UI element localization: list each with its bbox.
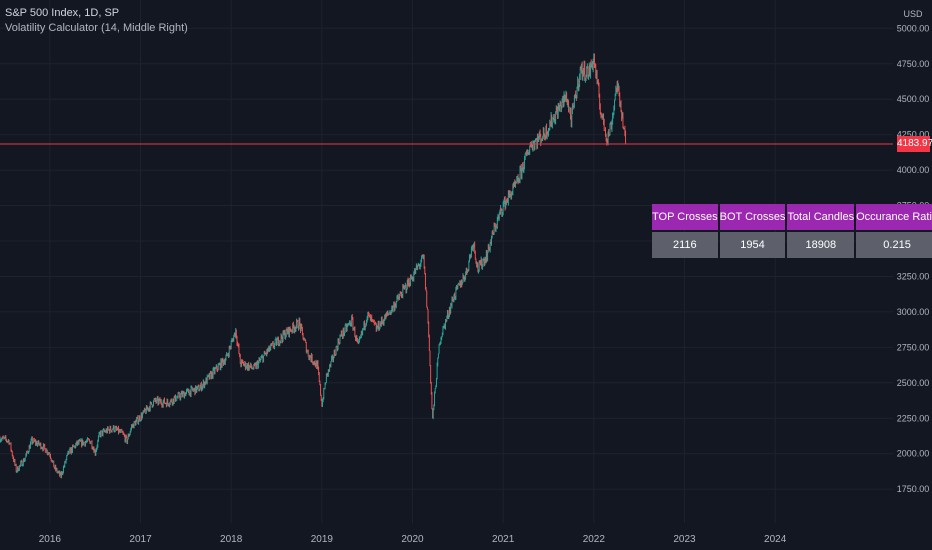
- chart-header: S&P 500 Index, 1D, SP Volatility Calcula…: [5, 6, 188, 36]
- y-tick-label: 3250.00: [897, 271, 930, 281]
- value-total-candles: 18908: [787, 232, 855, 258]
- last-price-badge: 4183.97: [897, 136, 932, 152]
- x-tick-label: 2019: [311, 534, 334, 545]
- x-tick-label: 2024: [764, 534, 787, 545]
- time-axis[interactable]: 2016 2017 2018 2019 2020 2021 2022 2023 2024: [39, 534, 787, 545]
- y-tick-label: 4250.00: [897, 130, 930, 140]
- indicator-title[interactable]: Volatility Calculator (14, Middle Right): [5, 22, 188, 34]
- stats-header-row: TOP Crosses BOT Crosses Total Candles Oc…: [652, 204, 932, 230]
- y-tick-label: 4500.00: [897, 94, 930, 104]
- x-tick-label: 2021: [492, 534, 515, 545]
- value-top-crosses: 2116: [652, 232, 718, 258]
- y-tick-label: 1750.00: [897, 484, 930, 494]
- header-top-crosses: TOP Crosses: [652, 204, 718, 230]
- y-tick-label: 4000.00: [897, 165, 930, 175]
- value-occurance-ratio: 0.215: [856, 232, 932, 258]
- x-tick-label: 2023: [673, 534, 696, 545]
- volatility-stats-table: TOP Crosses BOT Crosses Total Candles Oc…: [650, 202, 932, 260]
- x-tick-label: 2022: [583, 534, 606, 545]
- stats-value-row: 2116 1954 18908 0.215: [652, 232, 932, 258]
- y-tick-label: 5000.00: [897, 23, 930, 33]
- x-tick-label: 2017: [129, 534, 152, 545]
- y-tick-label: 4750.00: [897, 59, 930, 69]
- symbol-title[interactable]: S&P 500 Index, 1D, SP: [5, 7, 120, 19]
- header-occurance-ratio: Occurance Ratio: [856, 204, 932, 230]
- chart-grid: [0, 0, 893, 523]
- header-bot-crosses: BOT Crosses: [719, 204, 786, 230]
- price-series: [0, 53, 627, 479]
- y-tick-label: 3000.00: [897, 307, 930, 317]
- y-tick-label: 2750.00: [897, 342, 930, 352]
- value-bot-crosses: 1954: [719, 232, 786, 258]
- y-tick-label: 2500.00: [897, 378, 930, 388]
- y-tick-label: 2000.00: [897, 449, 930, 459]
- x-tick-label: 2020: [401, 534, 424, 545]
- x-tick-label: 2016: [39, 534, 62, 545]
- y-tick-label: 2250.00: [897, 413, 930, 423]
- header-total-candles: Total Candles: [787, 204, 855, 230]
- x-tick-label: 2018: [220, 534, 243, 545]
- currency-label: USD: [903, 9, 923, 19]
